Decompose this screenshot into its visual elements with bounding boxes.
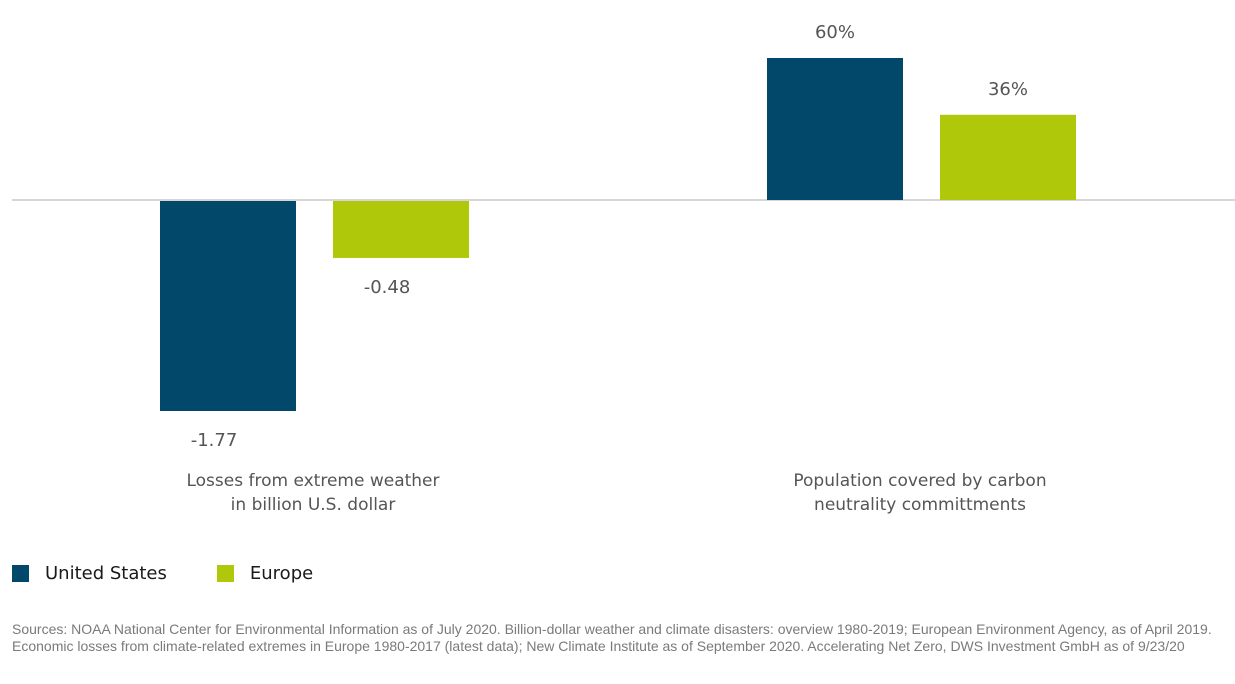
bar-europe-0 — [333, 201, 469, 258]
bar-united-states-0 — [160, 201, 296, 411]
sources-footnote: Sources: NOAA National Center for Enviro… — [12, 621, 1212, 654]
legend-label-united-states: United States — [45, 563, 167, 584]
category-label-0-line-1: in billion U.S. dollar — [231, 495, 396, 515]
data-label-united-states-1: 60% — [815, 22, 855, 43]
data-label-united-states-0: -1.77 — [191, 430, 238, 451]
category-label-1-line-0: Population covered by carbon — [793, 471, 1046, 491]
legend-swatch-united-states — [12, 565, 29, 582]
bar-chart: -1.77 -0.48 Losses from extreme weather in … — [12, 22, 1235, 515]
legend: United States Europe — [12, 563, 363, 584]
category-label-1-line-1: neutrality committments — [814, 495, 1026, 515]
data-label-europe-1: 36% — [988, 79, 1028, 100]
legend-label-europe: Europe — [249, 563, 314, 584]
bar-united-states-1 — [767, 58, 903, 200]
data-label-europe-0: -0.48 — [364, 277, 411, 298]
category-label-0-line-0: Losses from extreme weather — [186, 471, 439, 491]
legend-item-europe: Europe — [216, 563, 314, 584]
legend-item-united-states: United States — [12, 563, 167, 584]
legend-swatch-europe — [216, 565, 234, 582]
bar-europe-1 — [940, 114, 1076, 200]
